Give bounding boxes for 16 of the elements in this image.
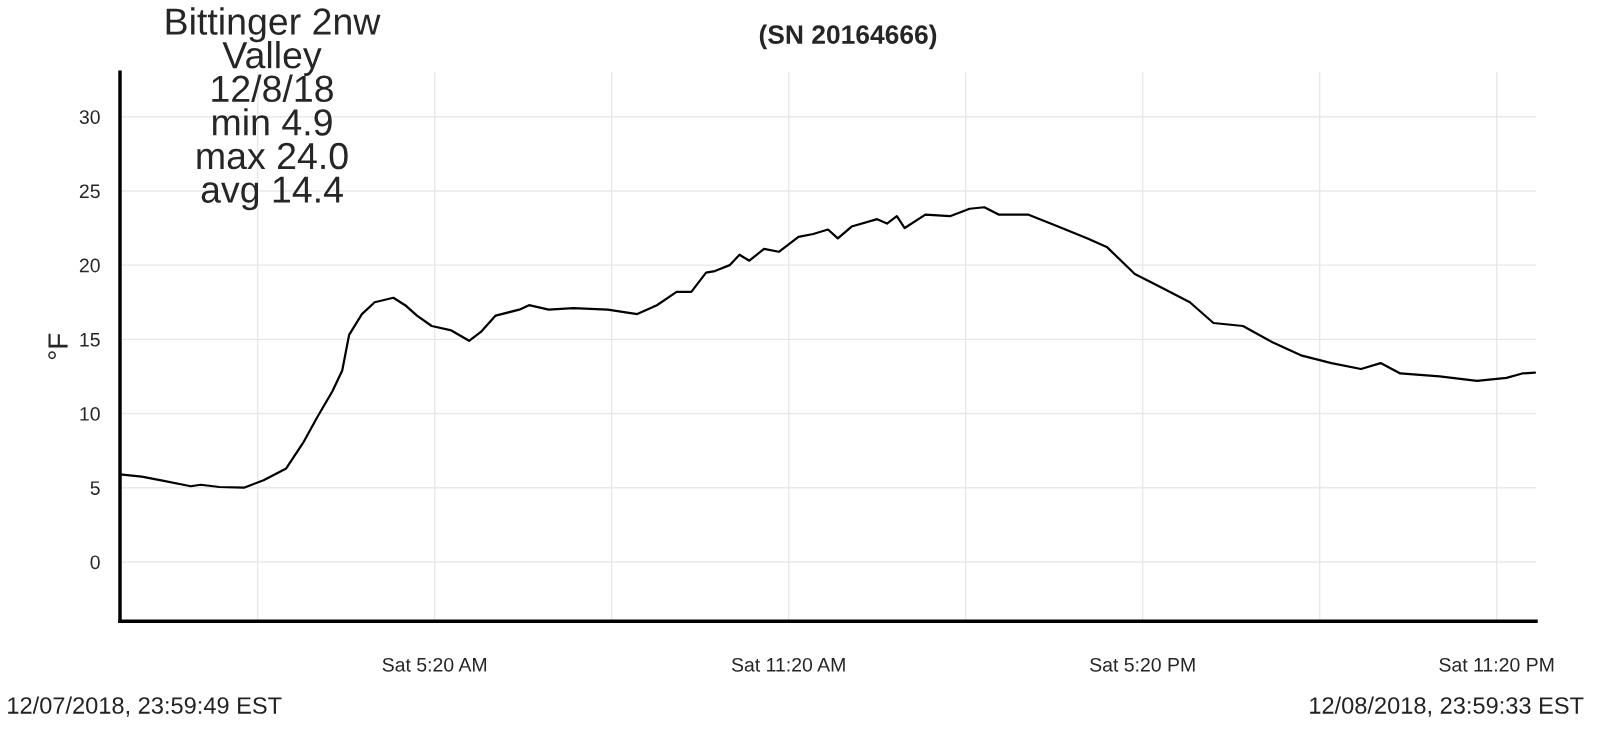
y-tick-label: 30 — [79, 110, 100, 124]
y-tick-label: 15 — [80, 333, 100, 347]
y-tick-label: 10 — [80, 407, 100, 421]
y-tick-label: 5 — [90, 481, 100, 495]
x-tick-label: Sat 5:20 PM — [1090, 657, 1195, 672]
chart-title: (SN 20164666) — [759, 24, 937, 50]
text: 12/07/2018, 23:59:49 EST — [8, 696, 282, 717]
y-axis-title: °F — [48, 333, 68, 360]
x-tick-label: Sat 5:20 AM — [382, 657, 487, 672]
x-tick-label: Sat 11:20 AM — [731, 657, 845, 672]
y-tick-label: 20 — [79, 258, 100, 273]
y-tick-label: 25 — [79, 184, 100, 199]
y-tick-label: 0 — [90, 555, 100, 570]
annotation: Bittinger 2nw Valley 12/8/18 min 4.9 max 24.0 avg 14.4 — [166, 7, 381, 211]
x-tick-label: Sat 11:20 PM — [1439, 657, 1554, 672]
text: 12/08/2018, 23:59:33 EST — [1310, 696, 1584, 717]
